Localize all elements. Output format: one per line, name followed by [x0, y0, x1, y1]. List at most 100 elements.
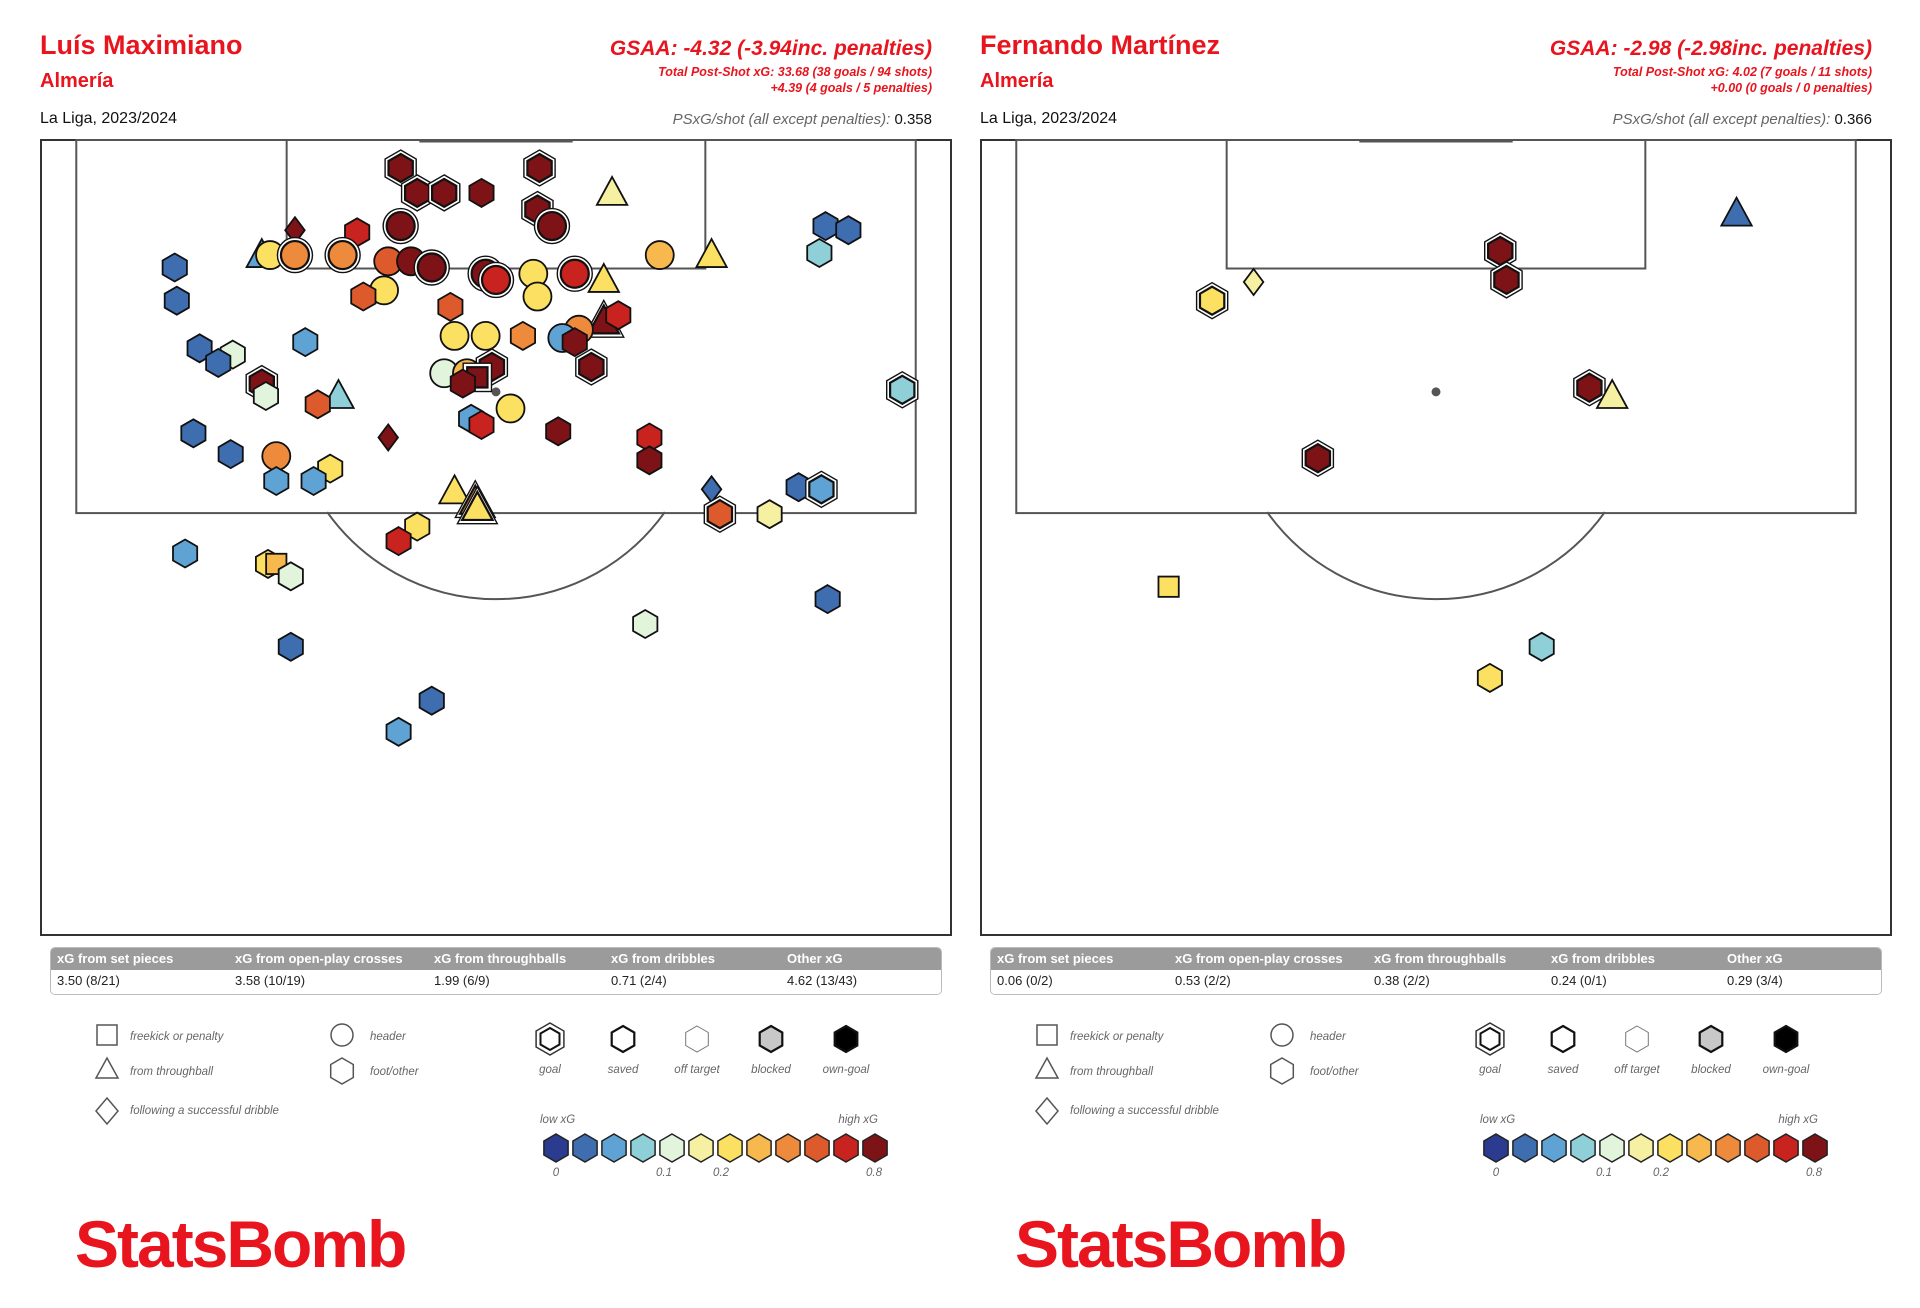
- shot-marker-86: [632, 608, 659, 640]
- shot-marker-69: [263, 465, 290, 497]
- legend-square-icon: [1036, 1024, 1058, 1046]
- xg-breakdown-values: 3.50 (8/21) 3.58 (10/19) 1.99 (6/9) 0.71…: [51, 970, 941, 994]
- xg-scale-tick-2: 0.1: [1596, 1167, 1612, 1179]
- pitch-lines: [980, 139, 1892, 936]
- header-other: Other xG: [787, 951, 843, 966]
- xg-scale-swatch-7: [1657, 1133, 1683, 1163]
- legend-square-icon: [96, 1024, 118, 1046]
- shot-marker-5: [468, 177, 495, 208]
- legend-label-freekick: freekick or penalty: [130, 1031, 225, 1043]
- player-panel-2: Fernando Martínez Almería La Liga, 2023/…: [940, 0, 1892, 1308]
- shot-marker-4: [431, 177, 458, 209]
- psxg-total: Total Post-Shot xG: 4.02 (7 goals / 11 s…: [1612, 65, 1872, 79]
- xg-scale-swatch-9: [775, 1133, 801, 1163]
- xg-scale-swatch-12: [862, 1133, 888, 1163]
- xg-scale-swatch-10: [1744, 1133, 1770, 1163]
- legend-high-xg: high xG: [1778, 1114, 1818, 1126]
- pitch-outline: [980, 139, 1892, 936]
- gsaa-headline: GSAA: -4.32 (-3.94inc. penalties): [609, 37, 932, 60]
- legend-label-header: header: [1310, 1031, 1347, 1043]
- legend-label-dribble: following a successful dribble: [1070, 1105, 1219, 1117]
- shot-marker-1: [387, 152, 414, 184]
- shot-marker-62: [180, 418, 207, 449]
- value-dribbles: 0.24 (0/1): [1551, 973, 1607, 988]
- psxg-per-shot-label: PSxG/shot (all except penalties):: [1612, 111, 1831, 128]
- legend-circle-icon: [330, 1023, 354, 1047]
- psxg-per-shot-value: 0.366: [1834, 111, 1872, 128]
- xg-scale-swatch-4: [1570, 1133, 1596, 1163]
- psxg-per-shot: PSxG/shot (all except penalties): 0.358: [673, 111, 932, 128]
- legend-label-foot: foot/other: [1310, 1066, 1360, 1078]
- shot-marker-85: [814, 584, 841, 615]
- header-crosses: xG from open-play crosses: [1175, 951, 1343, 966]
- team-name: Almería: [980, 70, 1054, 92]
- shot-marker-31: [350, 281, 377, 312]
- shot-marker-56: [304, 389, 331, 420]
- header-dribbles: xG from dribbles: [611, 951, 716, 966]
- shot-marker-80: [385, 526, 412, 557]
- legend-label-foot: foot/other: [370, 1066, 420, 1078]
- shot-marker-2: [1487, 235, 1514, 267]
- xg-scale-swatch-11: [1773, 1133, 1799, 1163]
- shot-marker-65: [217, 439, 244, 470]
- value-throughballs: 1.99 (6/9): [434, 973, 490, 988]
- psxg-penalties: +0.00 (0 goals / 0 penalties): [1710, 81, 1872, 95]
- shot-marker-14: [806, 237, 833, 269]
- xg-scale-swatch-7: [717, 1133, 743, 1163]
- header-throughballs: xG from throughballs: [1374, 951, 1507, 966]
- penalty-arc: [1266, 511, 1606, 601]
- shot-marker-88: [418, 685, 445, 716]
- legend-diamond-icon: [95, 1096, 119, 1126]
- shot-marker-10: [1528, 631, 1555, 662]
- xg-breakdown-header: xG from set pieces xG from open-play cro…: [991, 948, 1881, 970]
- legend-label-goal: goal: [1479, 1064, 1501, 1076]
- legend-blocked-icon: [758, 1024, 784, 1054]
- value-set-pieces: 0.06 (0/2): [997, 973, 1053, 988]
- xg-breakdown-table: xG from set pieces xG from open-play cro…: [990, 947, 1882, 995]
- legend-saved-icon: [1550, 1024, 1576, 1054]
- xg-scale-tick-3: 0.2: [1653, 1167, 1670, 1179]
- legend-off-target-icon: [1625, 1025, 1649, 1053]
- team-name: Almería: [40, 70, 114, 92]
- shot-marker-32: [522, 281, 553, 312]
- shot-marker-9: [1157, 575, 1180, 598]
- shot-marker-7: [1595, 378, 1629, 409]
- shot-marker-64: [377, 422, 400, 452]
- shot-marker-70: [300, 465, 327, 497]
- xg-scale-swatch-3: [601, 1133, 627, 1163]
- shot-marker-10: [835, 215, 862, 246]
- legend-label-throughball: from throughball: [1070, 1066, 1154, 1078]
- shot-marker-36: [605, 300, 632, 331]
- shot-marker-40: [509, 320, 537, 351]
- shot-marker-6: [1576, 372, 1603, 403]
- shot-marker-39: [470, 321, 501, 351]
- shot-marker-6: [595, 175, 629, 206]
- header-other: Other xG: [1727, 951, 1783, 966]
- shot-marker-81: [172, 538, 199, 569]
- shot-marker-5: [1198, 285, 1226, 316]
- legend-label-blocked: blocked: [1691, 1064, 1731, 1076]
- shot-marker-89: [385, 716, 412, 747]
- xg-breakdown-values: 0.06 (0/2) 0.53 (2/2) 0.38 (2/2) 0.24 (0…: [991, 970, 1881, 994]
- shot-marker-15: [694, 237, 729, 268]
- value-set-pieces: 3.50 (8/21): [57, 973, 120, 988]
- xg-scale-swatch-1: [543, 1133, 569, 1163]
- shot-marker-60: [468, 409, 495, 441]
- header-dribbles: xG from dribbles: [1551, 951, 1656, 966]
- shot-marker-61: [545, 416, 572, 447]
- xg-scale-tick-3: 0.2: [713, 1167, 730, 1179]
- shot-legend: freekick or penalty from throughball follo…: [1034, 1022, 1828, 1179]
- xg-scale-swatch-5: [1599, 1133, 1625, 1163]
- shot-marker-58: [495, 393, 526, 424]
- psxg-per-shot-label: PSxG/shot (all except penalties):: [672, 111, 891, 128]
- shot-marker-74: [437, 473, 472, 505]
- shot-marker-19: [279, 239, 311, 271]
- shot-marker-27: [559, 258, 590, 289]
- shot-marker-87: [277, 631, 304, 662]
- statsbomb-logo: StatsBomb: [75, 1207, 407, 1281]
- xg-scale-swatch-6: [1628, 1133, 1654, 1163]
- xg-breakdown-header: xG from set pieces xG from open-play cro…: [51, 948, 941, 970]
- legend-label-own-goal: own-goal: [823, 1064, 870, 1076]
- player-name: Fernando Martínez: [980, 30, 1221, 60]
- legend-label-off-target: off target: [674, 1064, 720, 1076]
